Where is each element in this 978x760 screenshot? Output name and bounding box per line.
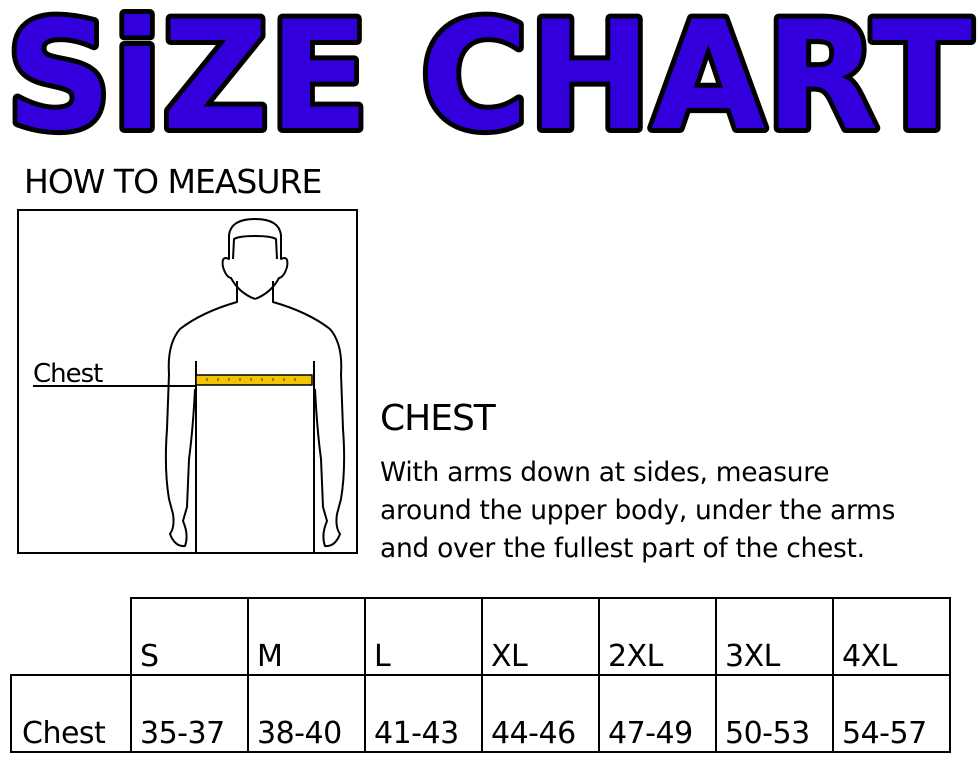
value-cell: 47-49 bbox=[598, 674, 717, 753]
table-row: Chest 35-37 38-40 41-43 44-46 47-49 50-5… bbox=[10, 674, 951, 753]
measuring-tape-icon bbox=[195, 374, 313, 386]
size-header-cell: L bbox=[364, 597, 483, 676]
value-cell: 41-43 bbox=[364, 674, 483, 753]
size-table: S M L XL 2XL 3XL 4XL Chest 35-37 38-40 4… bbox=[10, 597, 951, 753]
size-header-cell: M bbox=[247, 597, 366, 676]
size-header-cell: 3XL bbox=[715, 597, 834, 676]
size-header-cell: 4XL bbox=[832, 597, 951, 676]
body-left-half bbox=[164, 218, 256, 554]
title-text: SiZE CHART bbox=[6, 0, 972, 150]
body-outline-icon bbox=[164, 218, 346, 554]
value-cell: 54-57 bbox=[832, 674, 951, 753]
measurement-figure: Chest bbox=[17, 209, 358, 554]
size-chart-title: SiZE CHART bbox=[1, 0, 977, 150]
value-cell: 35-37 bbox=[130, 674, 249, 753]
value-cell: 44-46 bbox=[481, 674, 600, 753]
corner-cell bbox=[11, 598, 131, 675]
size-header-row: S M L XL 2XL 3XL 4XL bbox=[11, 597, 951, 676]
how-to-measure-heading: HOW TO MEASURE bbox=[24, 162, 322, 201]
value-cell: 38-40 bbox=[247, 674, 366, 753]
instruction-line: and over the fullest part of the chest. bbox=[380, 533, 865, 564]
value-cell: 50-53 bbox=[715, 674, 834, 753]
row-label-cell: Chest bbox=[10, 674, 132, 753]
size-header-cell: XL bbox=[481, 597, 600, 676]
body-right-half bbox=[254, 218, 346, 554]
instruction-line: With arms down at sides, measure bbox=[380, 457, 830, 488]
size-header-cell: S bbox=[130, 597, 249, 676]
instruction-line: around the upper body, under the arms bbox=[380, 495, 896, 526]
figure-chest-label: Chest bbox=[33, 359, 103, 389]
chest-instructions: With arms down at sides, measure around … bbox=[380, 454, 978, 568]
chest-heading: CHEST bbox=[380, 398, 496, 439]
size-header-cell: 2XL bbox=[598, 597, 717, 676]
